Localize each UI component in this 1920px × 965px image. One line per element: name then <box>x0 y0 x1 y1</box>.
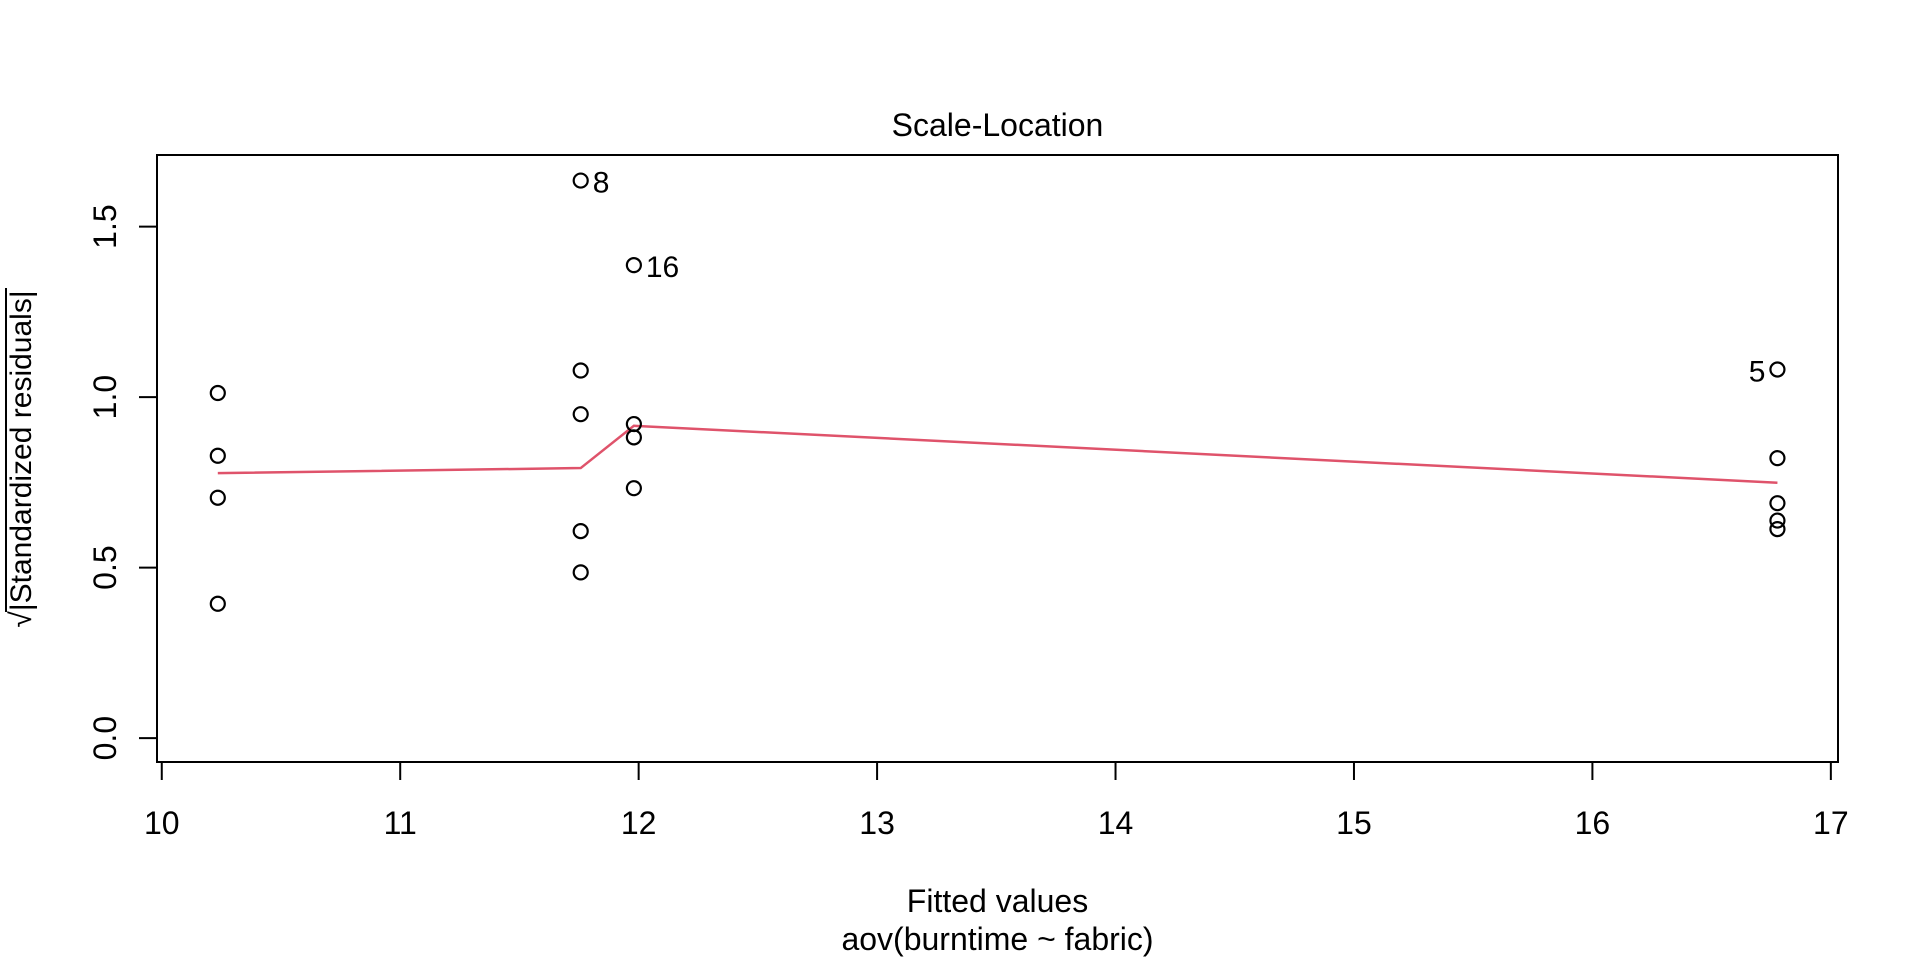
x-tick-label: 15 <box>1336 805 1372 841</box>
x-tick-label: 17 <box>1813 805 1849 841</box>
data-point <box>1769 361 1786 378</box>
lowess-smoother-line <box>217 424 1778 484</box>
smooth-line-layer <box>217 424 1778 484</box>
point-id-label: 8 <box>593 167 610 200</box>
data-point <box>209 384 226 402</box>
y-tick-label: 0.5 <box>87 545 123 589</box>
data-point <box>625 415 642 433</box>
x-tick-label: 11 <box>384 805 417 841</box>
point-labels-layer: 8 16 5 <box>593 167 1766 389</box>
data-point <box>1769 512 1786 529</box>
data-point <box>572 362 589 379</box>
data-point <box>209 447 226 464</box>
x-axis: 10 11 12 13 14 15 16 17 <box>144 762 1849 841</box>
data-point <box>572 523 589 540</box>
point-id-label: 5 <box>1749 355 1766 388</box>
data-point <box>625 429 642 446</box>
x-tick-label: 16 <box>1575 805 1611 841</box>
data-point <box>209 595 226 612</box>
model-sub-label: aov(burntime ~ fabric) <box>841 921 1153 957</box>
data-point <box>1769 495 1786 512</box>
plot-frame <box>156 154 1839 763</box>
x-tick-label: 13 <box>859 805 895 841</box>
data-point <box>572 564 589 581</box>
data-point <box>625 480 642 497</box>
y-axis-label: √|Standardized residuals| <box>5 288 38 628</box>
data-point <box>625 257 642 274</box>
x-tick-label: 14 <box>1098 805 1134 841</box>
point-id-label: 16 <box>646 251 679 284</box>
y-axis: 0.0 0.5 1.0 1.5 <box>87 204 157 760</box>
data-point <box>572 406 589 423</box>
sqrt-radical-glyph: √ <box>5 611 38 628</box>
x-axis-label: Fitted values <box>907 883 1088 919</box>
data-point <box>572 172 589 189</box>
x-tick-label: 10 <box>144 805 180 841</box>
data-points-layer <box>209 172 1786 612</box>
y-axis-label-body: |Standardized residuals| <box>5 290 38 611</box>
plot-title: Scale-Location <box>892 107 1104 143</box>
x-tick-label: 12 <box>621 805 657 841</box>
data-point <box>209 489 226 506</box>
y-tick-label: 0.0 <box>87 716 123 760</box>
y-tick-label: 1.0 <box>87 375 123 419</box>
y-tick-label: 1.5 <box>87 204 123 248</box>
data-point <box>1769 520 1786 538</box>
data-point <box>1769 450 1786 467</box>
y-axis-label-text: √|Standardized residuals| <box>5 290 38 627</box>
